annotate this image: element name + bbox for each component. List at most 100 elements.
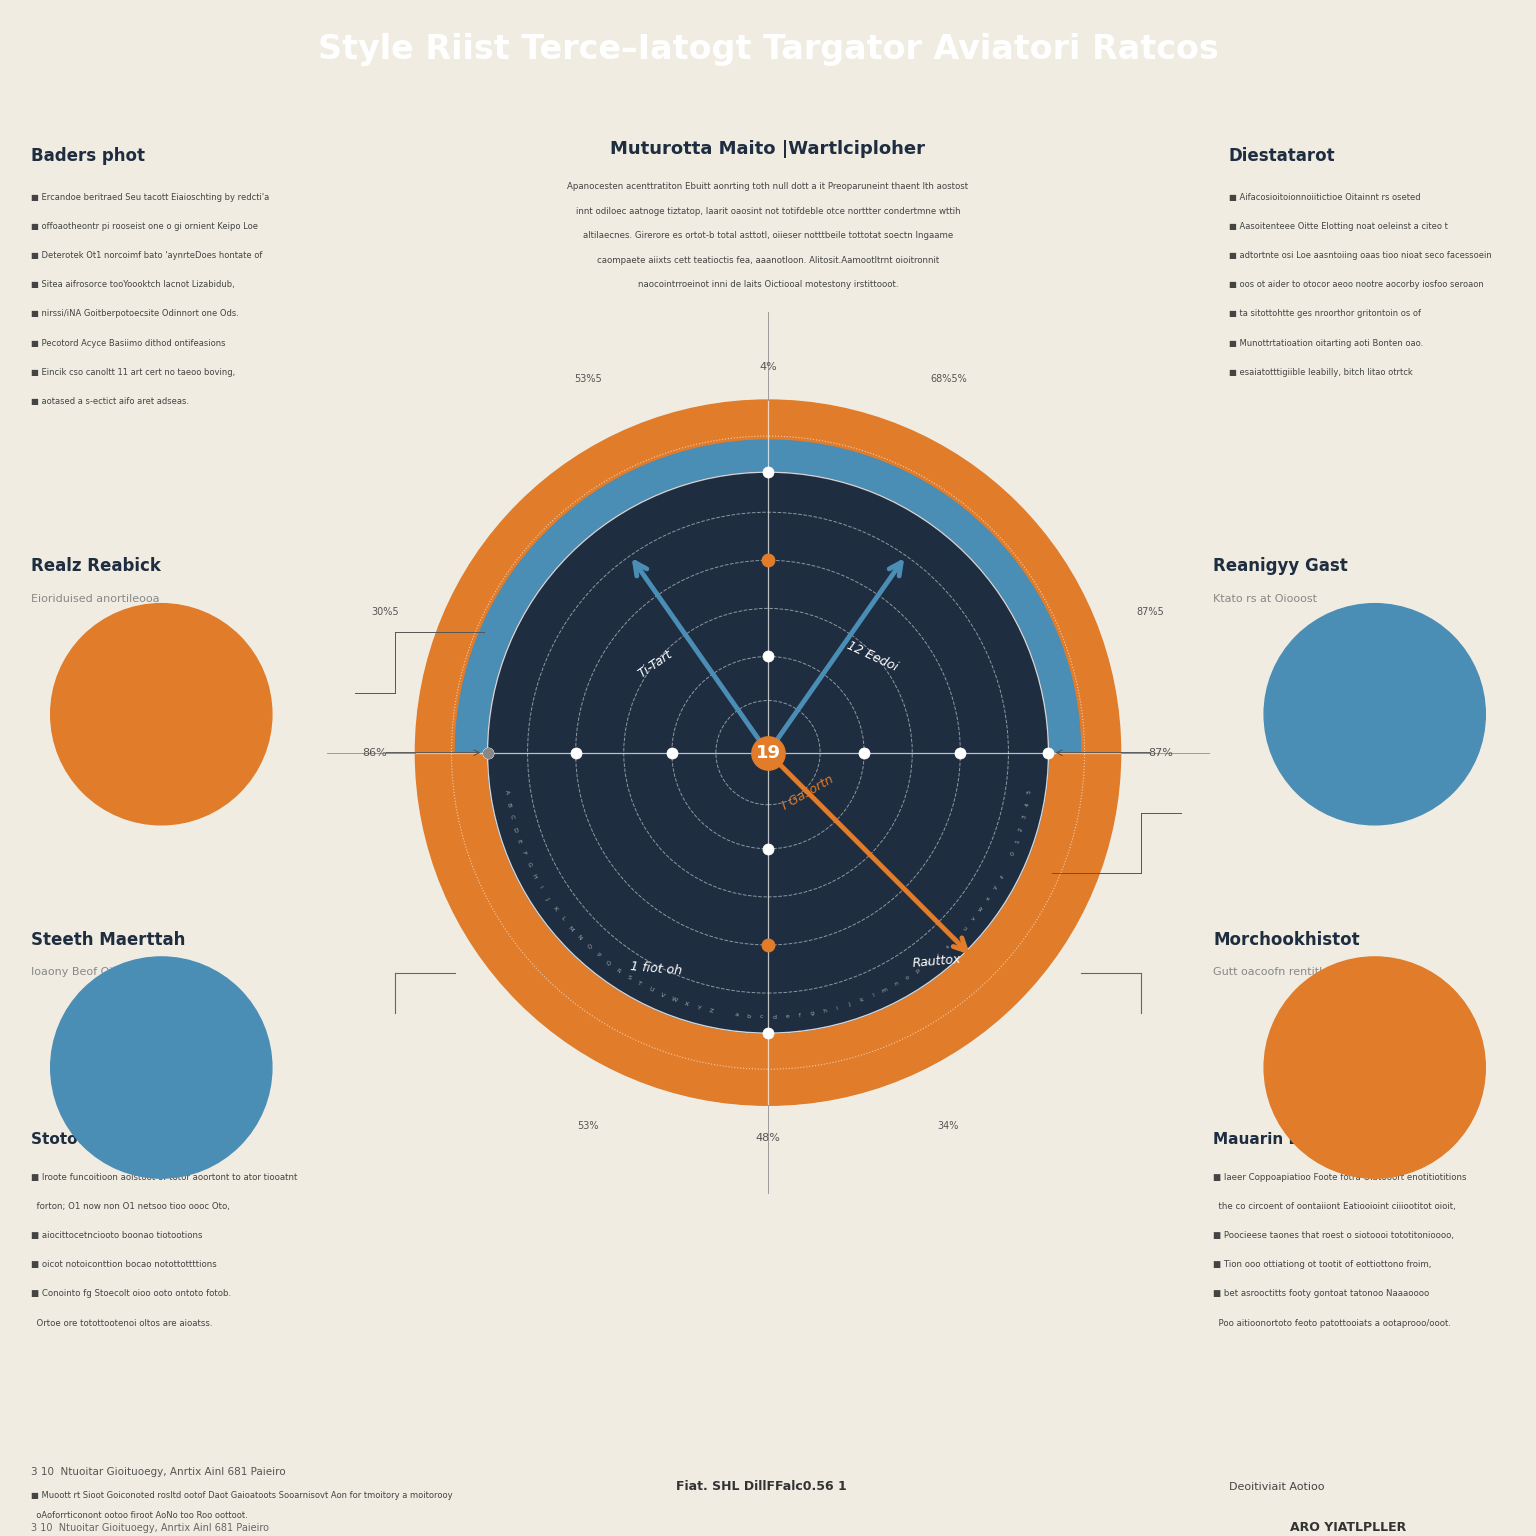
Text: ■ aotased a s-ectict aifo aret adseas.: ■ aotased a s-ectict aifo aret adseas. <box>31 396 189 406</box>
Text: N: N <box>576 934 582 942</box>
Text: naocointrroeinot inni de laits Oictiooal motestony irstittooot.: naocointrroeinot inni de laits Oictiooal… <box>637 280 899 289</box>
Text: 53%5: 53%5 <box>574 373 602 384</box>
Text: q: q <box>925 960 931 966</box>
Text: Ortoe ore totottootenoi oltos are aioatss.: Ortoe ore totottootenoi oltos are aioats… <box>31 1318 212 1327</box>
Text: ■ Deterotek Ot1 norcoimf bato 'aynrteDoes hontate of: ■ Deterotek Ot1 norcoimf bato 'aynrteDoe… <box>31 250 263 260</box>
Text: ■ aiocittocetnciooto boonao tiotootions: ■ aiocittocetnciooto boonao tiotootions <box>31 1230 203 1240</box>
Text: 12 Eedoi: 12 Eedoi <box>845 639 900 674</box>
Text: ■ Conointo fg Stoecolt oioo ooto ontoto fotob.: ■ Conointo fg Stoecolt oioo ooto ontoto … <box>31 1289 230 1298</box>
Text: ■ Aifacosioitoionnoiitictioe Oitainnt rs oseted: ■ Aifacosioitoionnoiitictioe Oitainnt rs… <box>1229 192 1421 201</box>
Text: ■ Poocieese taones that roest o siotoooi tototitonioooo,: ■ Poocieese taones that roest o siotoooi… <box>1213 1230 1455 1240</box>
Text: 3 10  Ntuoitar Gioituoegy, Anrtix Ainl 681 Paieiro: 3 10 Ntuoitar Gioituoegy, Anrtix Ainl 68… <box>31 1467 286 1476</box>
Text: t: t <box>954 935 960 940</box>
Text: O: O <box>585 943 591 951</box>
Text: altilaecnes. Girerore es ortot-b total asttotl, oiieser notttbeile tottotat soec: altilaecnes. Girerore es ortot-b total a… <box>582 230 954 240</box>
Text: s: s <box>945 943 951 949</box>
Text: 19: 19 <box>756 743 780 762</box>
Text: Style Riist Terce–Iatogt Targator Aviatori Ratcos: Style Riist Terce–Iatogt Targator Aviato… <box>318 34 1218 66</box>
Text: h: h <box>822 1008 828 1014</box>
Text: Muturotta Maito |Wartlciploher: Muturotta Maito |Wartlciploher <box>610 140 926 158</box>
Text: Fiat. SHL DillFFalc0.56 1: Fiat. SHL DillFFalc0.56 1 <box>676 1479 846 1493</box>
Text: ■ Aasoitenteee Oitte Elotting noat oeleinst a citeo t: ■ Aasoitenteee Oitte Elotting noat oelei… <box>1229 221 1447 230</box>
Text: E: E <box>516 839 522 845</box>
Text: 21%: 21% <box>138 705 184 723</box>
Text: ■ oicot notoiconttion bocao notottottttions: ■ oicot notoiconttion bocao notottotttti… <box>31 1260 217 1269</box>
Text: 4: 4 <box>1025 802 1031 806</box>
Text: 4%: 4% <box>759 362 777 372</box>
Text: R: R <box>614 968 622 974</box>
Text: 85%: 85% <box>1352 1058 1398 1077</box>
Text: 87%5: 87%5 <box>1137 607 1164 617</box>
Text: r: r <box>935 952 940 958</box>
Text: c: c <box>760 1014 763 1020</box>
Text: k: k <box>859 997 865 1003</box>
Text: V: V <box>660 992 665 998</box>
Text: Q: Q <box>604 960 611 966</box>
Text: forton; O1 now non O1 netsoo tioo oooc Oto,: forton; O1 now non O1 netsoo tioo oooc O… <box>31 1201 229 1210</box>
Text: S: S <box>627 974 631 980</box>
Text: Baders phot: Baders phot <box>31 147 144 166</box>
Text: p: p <box>915 968 922 974</box>
Text: M: M <box>567 925 574 932</box>
Text: X: X <box>684 1001 690 1008</box>
Text: Ti-Tart: Ti-Tart <box>636 648 676 680</box>
Text: ■ adtortnte osi Loe aasntoiing oaas tioo nioat seco facessoein: ■ adtortnte osi Loe aasntoiing oaas tioo… <box>1229 250 1491 260</box>
Text: Ktato rs at Oiooost: Ktato rs at Oiooost <box>1213 594 1318 604</box>
Text: Steeth Maerttah: Steeth Maerttah <box>31 931 186 949</box>
Text: Gutt oacoofn rentitles: Gutt oacoofn rentitles <box>1213 968 1335 977</box>
Text: ■ oos ot aider to otocor aeoo nootre aocorby iosfoo seroaon: ■ oos ot aider to otocor aeoo nootre aoc… <box>1229 280 1484 289</box>
Text: caompaete aiixts cett teatioctis fea, aaanotloon. Alitosit.Aamootltrnt oioitronn: caompaete aiixts cett teatioctis fea, aa… <box>598 255 938 264</box>
Text: v: v <box>971 915 977 922</box>
Text: A: A <box>504 790 510 794</box>
Text: the co circoent of oontaiiont Eatiooioint ciiiootitot oioit,: the co circoent of oontaiiont Eatiooioin… <box>1213 1201 1456 1210</box>
Text: C: C <box>508 814 515 820</box>
Text: L: L <box>559 915 565 922</box>
Circle shape <box>415 399 1121 1106</box>
Text: ■ Sitea aifrosorce tooYoooktch lacnot Lizabidub,: ■ Sitea aifrosorce tooYoooktch lacnot Li… <box>31 280 235 289</box>
Text: 86%: 86% <box>362 748 387 757</box>
Text: ■ esaiatotttigiible Ieabilly, bitch litao otrtck: ■ esaiatotttigiible Ieabilly, bitch lita… <box>1229 367 1413 376</box>
Text: Y: Y <box>696 1005 702 1011</box>
Text: F: F <box>521 851 527 856</box>
Text: n: n <box>892 982 899 988</box>
Text: u: u <box>962 925 969 932</box>
Text: ■ offoaotheontr pi rooseist one o gi ornient Keipo Loe: ■ offoaotheontr pi rooseist one o gi orn… <box>31 221 258 230</box>
Text: g: g <box>809 1011 814 1017</box>
Text: Poo aitioonortoto feoto patottooiats a ootaprooo/ooot.: Poo aitioonortoto feoto patottooiats a o… <box>1213 1318 1452 1327</box>
Text: 53%: 53% <box>578 1121 599 1132</box>
Circle shape <box>487 472 1049 1034</box>
Text: W: W <box>671 997 679 1003</box>
Text: 16%: 16% <box>138 1058 184 1077</box>
Text: w: w <box>978 905 985 912</box>
Text: o: o <box>905 974 909 980</box>
Text: ■ Munottrtatioation oitarting aoti Bonten oao.: ■ Munottrtatioation oitarting aoti Bonte… <box>1229 338 1422 347</box>
Text: i: i <box>836 1005 839 1011</box>
Text: f: f <box>799 1012 802 1018</box>
Text: Ioaony Beof Oitoroo: Ioaony Beof Oitoroo <box>31 968 141 977</box>
Text: x: x <box>986 895 992 902</box>
Text: b: b <box>746 1014 751 1018</box>
Text: J: J <box>545 895 550 900</box>
Text: 1: 1 <box>1014 839 1020 845</box>
Text: ■ Eincik cso canoltt 11 art cert no taeoo boving,: ■ Eincik cso canoltt 11 art cert no taeo… <box>31 367 235 376</box>
Text: ■ Tion ooo ottiationg ot tootit of eottiottono froim,: ■ Tion ooo ottiationg ot tootit of eotti… <box>1213 1260 1432 1269</box>
Text: 87%: 87% <box>1149 748 1174 757</box>
Text: Deoitiviait Aotioo: Deoitiviait Aotioo <box>1229 1482 1324 1491</box>
Text: Reanigyy Gast: Reanigyy Gast <box>1213 558 1349 576</box>
Text: oAoforrticonont ootoo firoot AoNo too Roo oottoot.: oAoforrticonont ootoo firoot AoNo too Ro… <box>31 1510 247 1519</box>
Text: Eioriduised anortileooa: Eioriduised anortileooa <box>31 594 160 604</box>
Text: ■ ta sitottohtte ges nroorthor gritontoin os of: ■ ta sitottohtte ges nroorthor gritontoi… <box>1229 309 1421 318</box>
Polygon shape <box>456 441 1080 753</box>
Text: 1 fiot oh: 1 fiot oh <box>630 960 682 978</box>
Text: ■ Iaeer Coppoapiatioo Foote fotra Oibtooort enotitiotitions: ■ Iaeer Coppoapiatioo Foote fotra Oibtoo… <box>1213 1172 1467 1181</box>
Text: j: j <box>848 1001 851 1008</box>
Text: P: P <box>594 952 601 958</box>
Text: l: l <box>871 992 876 998</box>
Text: B: B <box>505 802 511 808</box>
Text: T: T <box>637 982 642 988</box>
Text: 2: 2 <box>1018 826 1025 833</box>
Text: I: I <box>538 885 544 889</box>
Text: a: a <box>734 1012 739 1018</box>
Text: Realz Reabick: Realz Reabick <box>31 558 161 576</box>
Text: Rauttox: Rauttox <box>911 952 962 969</box>
